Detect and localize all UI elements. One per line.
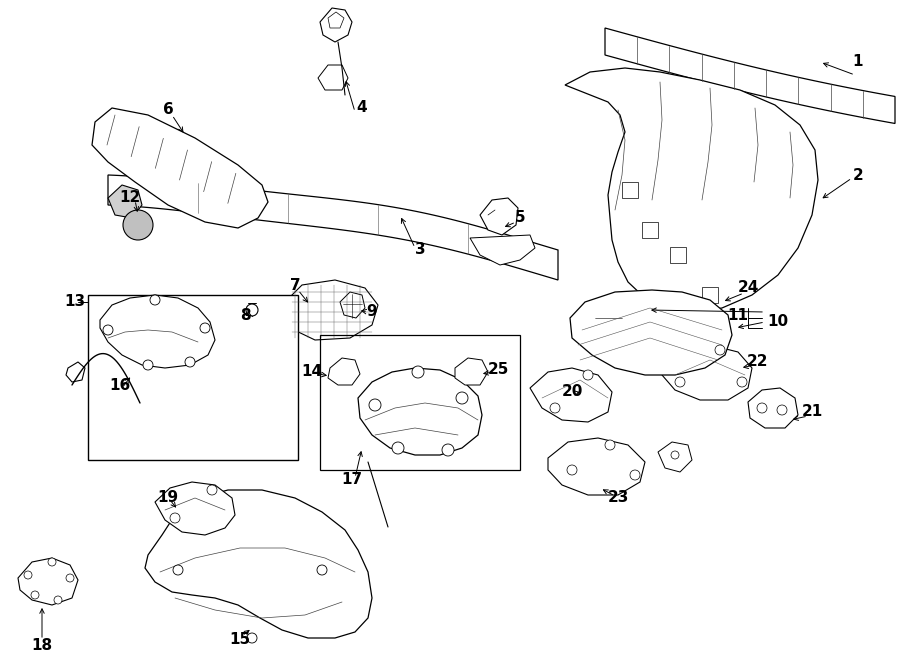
Polygon shape xyxy=(285,280,378,340)
Circle shape xyxy=(777,405,787,415)
Circle shape xyxy=(66,574,74,582)
Polygon shape xyxy=(480,198,518,235)
Circle shape xyxy=(630,470,640,480)
Polygon shape xyxy=(622,182,638,198)
Text: 8: 8 xyxy=(239,307,250,323)
Text: 3: 3 xyxy=(415,243,426,258)
Circle shape xyxy=(757,403,767,413)
Polygon shape xyxy=(470,235,535,265)
Polygon shape xyxy=(590,305,628,335)
Text: 24: 24 xyxy=(737,280,759,295)
Polygon shape xyxy=(358,368,482,455)
Text: 1: 1 xyxy=(853,54,863,69)
Polygon shape xyxy=(642,222,658,238)
Circle shape xyxy=(715,345,725,355)
Circle shape xyxy=(567,465,577,475)
Text: 20: 20 xyxy=(562,385,582,399)
Circle shape xyxy=(173,565,183,575)
Circle shape xyxy=(671,451,679,459)
Text: 19: 19 xyxy=(158,490,178,506)
Polygon shape xyxy=(455,358,488,385)
Circle shape xyxy=(317,565,327,575)
Circle shape xyxy=(123,210,153,240)
Circle shape xyxy=(54,596,62,604)
Polygon shape xyxy=(748,388,798,428)
Circle shape xyxy=(48,558,56,566)
Circle shape xyxy=(456,392,468,404)
Polygon shape xyxy=(108,175,558,280)
Circle shape xyxy=(31,591,39,599)
Polygon shape xyxy=(328,12,344,28)
Circle shape xyxy=(185,357,195,367)
Text: 11: 11 xyxy=(727,307,749,323)
Polygon shape xyxy=(340,292,365,318)
Polygon shape xyxy=(570,290,732,375)
Polygon shape xyxy=(318,65,348,90)
Text: 15: 15 xyxy=(230,633,250,648)
Circle shape xyxy=(150,295,160,305)
Polygon shape xyxy=(18,558,78,605)
Polygon shape xyxy=(108,185,142,218)
Polygon shape xyxy=(548,438,645,495)
Polygon shape xyxy=(702,287,718,303)
Circle shape xyxy=(103,325,113,335)
Text: 23: 23 xyxy=(608,490,629,506)
Text: 12: 12 xyxy=(120,190,140,206)
Circle shape xyxy=(207,485,217,495)
Polygon shape xyxy=(328,358,360,385)
Text: 6: 6 xyxy=(163,102,174,118)
Polygon shape xyxy=(605,28,895,124)
Polygon shape xyxy=(92,108,268,228)
Text: 9: 9 xyxy=(366,305,377,319)
Text: 7: 7 xyxy=(290,278,301,293)
Circle shape xyxy=(246,304,258,316)
Text: 5: 5 xyxy=(515,210,526,225)
Text: 4: 4 xyxy=(356,100,367,116)
Polygon shape xyxy=(632,295,658,320)
Circle shape xyxy=(605,440,615,450)
Text: 16: 16 xyxy=(110,377,130,393)
Polygon shape xyxy=(565,68,818,312)
Circle shape xyxy=(247,633,257,643)
Polygon shape xyxy=(155,482,235,535)
Polygon shape xyxy=(100,295,215,368)
Text: 21: 21 xyxy=(801,405,823,420)
Polygon shape xyxy=(662,345,752,400)
Circle shape xyxy=(392,442,404,454)
Text: 13: 13 xyxy=(65,295,86,309)
Circle shape xyxy=(170,513,180,523)
Text: 25: 25 xyxy=(487,362,508,377)
Bar xyxy=(88,295,298,460)
Circle shape xyxy=(583,370,593,380)
Text: 17: 17 xyxy=(341,473,363,488)
Polygon shape xyxy=(658,442,692,472)
Polygon shape xyxy=(670,247,686,263)
Polygon shape xyxy=(145,490,372,638)
Circle shape xyxy=(550,403,560,413)
Text: 10: 10 xyxy=(768,315,788,329)
Circle shape xyxy=(442,444,454,456)
Bar xyxy=(320,335,520,470)
Circle shape xyxy=(737,377,747,387)
Circle shape xyxy=(24,571,32,579)
Circle shape xyxy=(412,366,424,378)
Text: 14: 14 xyxy=(302,364,322,379)
Circle shape xyxy=(675,377,685,387)
Polygon shape xyxy=(66,362,85,382)
Text: 22: 22 xyxy=(747,354,769,369)
Polygon shape xyxy=(320,8,352,42)
Polygon shape xyxy=(530,368,612,422)
Circle shape xyxy=(369,399,381,411)
Circle shape xyxy=(200,323,210,333)
Text: 18: 18 xyxy=(32,637,52,652)
Text: 2: 2 xyxy=(852,167,863,182)
Circle shape xyxy=(143,360,153,370)
